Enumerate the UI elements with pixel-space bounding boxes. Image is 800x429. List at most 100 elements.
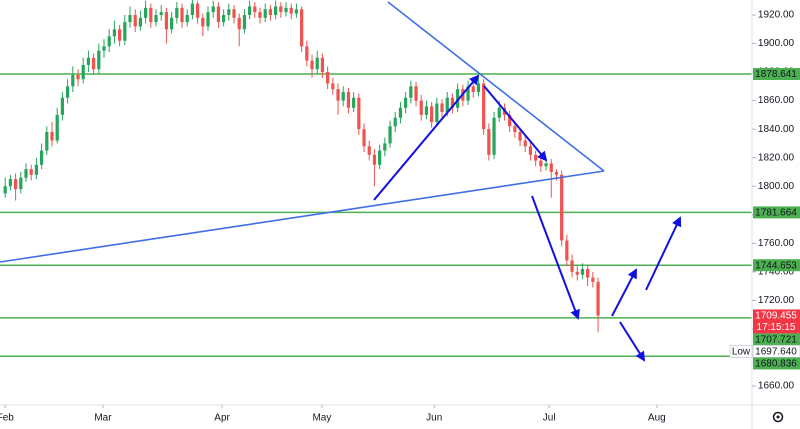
candle-body bbox=[294, 9, 299, 14]
candle-body bbox=[336, 89, 340, 101]
candle-body bbox=[305, 46, 309, 61]
candle-body bbox=[279, 6, 283, 13]
levels-layer bbox=[0, 73, 752, 358]
y-tick-label: 1740.00 bbox=[758, 266, 795, 277]
candle-body bbox=[591, 277, 595, 282]
candle-body bbox=[424, 106, 429, 115]
low-name-box bbox=[729, 344, 753, 358]
candle-body bbox=[487, 129, 491, 155]
candle-body bbox=[497, 107, 501, 118]
level-label: 1707.721 bbox=[755, 335, 797, 346]
trend-line bbox=[0, 170, 605, 263]
candle-body bbox=[60, 97, 65, 115]
y-tick-label: 1820.00 bbox=[758, 152, 795, 163]
candle-body bbox=[310, 60, 314, 70]
candle-body bbox=[383, 143, 387, 151]
candle-body bbox=[388, 126, 392, 144]
candle-body bbox=[175, 7, 179, 18]
candle-body bbox=[300, 9, 304, 47]
candle-body bbox=[539, 160, 543, 167]
gear-center[interactable] bbox=[776, 415, 780, 419]
candle-body bbox=[284, 7, 288, 13]
level-label-box bbox=[753, 333, 800, 346]
level-label-box bbox=[753, 206, 800, 219]
candle-body bbox=[534, 154, 538, 161]
level-label-box bbox=[753, 68, 800, 81]
candle-body bbox=[8, 179, 13, 187]
candle-body bbox=[201, 17, 205, 27]
candle-body bbox=[331, 83, 335, 90]
arrow bbox=[531, 195, 580, 320]
candle-body bbox=[118, 29, 122, 41]
arrow bbox=[373, 74, 480, 201]
candle-body bbox=[206, 12, 210, 27]
candle-body bbox=[513, 126, 517, 133]
candle-body bbox=[326, 72, 330, 84]
candle-body bbox=[170, 17, 174, 30]
candle-body bbox=[352, 97, 356, 108]
candle-body bbox=[242, 14, 247, 30]
low-value: 1697.640 bbox=[755, 347, 797, 358]
candle-body bbox=[289, 7, 293, 14]
x-tick-label: Jun bbox=[426, 413, 442, 424]
low-name: Low bbox=[732, 347, 751, 358]
candle-body bbox=[357, 97, 361, 130]
candle-body bbox=[518, 132, 522, 141]
y-tick-label: 1800.00 bbox=[758, 181, 795, 192]
candle-body bbox=[91, 57, 96, 70]
candle-body bbox=[112, 29, 117, 37]
candle-body bbox=[159, 12, 163, 15]
x-tick-label: Mar bbox=[94, 413, 112, 424]
x-tick-label: Feb bbox=[0, 413, 14, 424]
candle-body bbox=[227, 9, 231, 15]
candle-body bbox=[315, 57, 319, 70]
candle-body bbox=[263, 9, 267, 18]
trend-line bbox=[387, 1, 605, 172]
candle-body bbox=[97, 50, 101, 70]
candle-body bbox=[466, 86, 470, 101]
candle-body bbox=[3, 186, 7, 194]
candle-body bbox=[471, 86, 475, 93]
settings-icon[interactable] bbox=[772, 411, 784, 423]
candle-body bbox=[138, 17, 143, 27]
level-label: 1781.664 bbox=[755, 208, 797, 219]
level-label-box bbox=[753, 259, 800, 272]
candle-body bbox=[372, 154, 377, 165]
candle-body bbox=[456, 89, 460, 108]
candle-body bbox=[154, 14, 158, 23]
last-price: 1709.455 bbox=[755, 311, 797, 322]
candle-body bbox=[580, 269, 585, 275]
candle-body bbox=[144, 7, 148, 18]
candle-body bbox=[450, 97, 455, 108]
candle-body bbox=[268, 9, 273, 15]
candle-body bbox=[19, 177, 23, 190]
candle-body bbox=[232, 9, 236, 18]
x-tick-label: May bbox=[312, 413, 331, 424]
candle-body bbox=[258, 12, 262, 18]
candle-body bbox=[419, 100, 423, 115]
candle-body bbox=[164, 12, 169, 30]
candle-body bbox=[133, 14, 137, 27]
gear[interactable] bbox=[772, 411, 784, 423]
candle-body bbox=[29, 169, 33, 175]
candle-body bbox=[560, 174, 564, 241]
price-labels: 1878.641 1781.664 1744.653 1709.45517:15:15… bbox=[729, 68, 800, 370]
candle-body bbox=[50, 132, 54, 141]
candle-body bbox=[185, 14, 189, 23]
candle-body bbox=[320, 57, 325, 73]
candle-body bbox=[409, 86, 413, 98]
last-price-box bbox=[753, 309, 800, 334]
candle-body bbox=[107, 36, 111, 47]
candle-body bbox=[39, 150, 44, 165]
arrow bbox=[483, 85, 548, 162]
candle-body bbox=[430, 106, 434, 123]
candle-body bbox=[549, 163, 553, 172]
candle-body bbox=[102, 46, 106, 51]
y-tick-label: 1760.00 bbox=[758, 238, 795, 249]
candle-body bbox=[71, 74, 75, 87]
candle-body bbox=[346, 92, 351, 108]
candle-body bbox=[149, 7, 153, 23]
candle-body bbox=[508, 114, 512, 127]
candle-body bbox=[65, 86, 70, 98]
